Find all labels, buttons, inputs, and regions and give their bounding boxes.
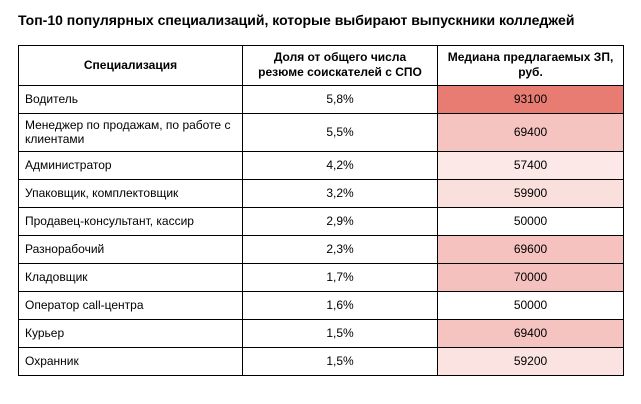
share-cell: 1,5% <box>242 346 438 376</box>
specialization-cell: Кладовщик <box>18 262 243 292</box>
share-cell: 5,5% <box>242 112 438 152</box>
median-salary-cell: 70000 <box>437 262 624 292</box>
table-row: Водитель 5,8% 93100 <box>18 84 624 114</box>
specialization-cell: Разнорабочий <box>18 234 243 264</box>
column-header-specialization: Специализация <box>18 44 243 86</box>
share-cell: 1,6% <box>242 290 438 320</box>
specialization-cell: Оператор call-центра <box>18 290 243 320</box>
table-row: Курьер 1,5% 69400 <box>18 318 624 348</box>
specializations-table: Специализация Доля от общего числа резюм… <box>18 44 624 376</box>
share-cell: 5,8% <box>242 84 438 114</box>
specialization-cell: Курьер <box>18 318 243 348</box>
table-row: Администратор 4,2% 57400 <box>18 150 624 180</box>
median-salary-cell: 50000 <box>437 206 624 236</box>
table-row: Разнорабочий 2,3% 69600 <box>18 234 624 264</box>
share-cell: 1,7% <box>242 262 438 292</box>
column-header-share: Доля от общего числа резюме соискателей … <box>242 44 438 86</box>
share-cell: 2,9% <box>242 206 438 236</box>
specialization-cell: Охранник <box>18 346 243 376</box>
table-body: Водитель 5,8% 93100 Менеджер по продажам, п… <box>18 84 624 376</box>
specialization-cell: Упаковщик, комплектовщик <box>18 178 243 208</box>
median-salary-cell: 59900 <box>437 178 624 208</box>
share-cell: 3,2% <box>242 178 438 208</box>
table-row: Продавец-консультант, кассир 2,9% 50000 <box>18 206 624 236</box>
table-row: Охранник 1,5% 59200 <box>18 346 624 376</box>
share-cell: 2,3% <box>242 234 438 264</box>
median-salary-cell: 69400 <box>437 318 624 348</box>
share-cell: 1,5% <box>242 318 438 348</box>
share-cell: 4,2% <box>242 150 438 180</box>
specialization-cell: Водитель <box>18 84 243 114</box>
table-row: Упаковщик, комплектовщик 3,2% 59900 <box>18 178 624 208</box>
header-row: Специализация Доля от общего числа резюм… <box>18 44 624 86</box>
specialization-cell: Продавец-консультант, кассир <box>18 206 243 236</box>
table-row: Кладовщик 1,7% 70000 <box>18 262 624 292</box>
column-header-median-salary: Медиана предлагаемых ЗП, руб. <box>437 44 624 86</box>
specialization-cell: Администратор <box>18 150 243 180</box>
median-salary-cell: 50000 <box>437 290 624 320</box>
median-salary-cell: 69400 <box>437 112 624 152</box>
page-title: Топ-10 популярных специализаций, которые… <box>18 12 575 28</box>
median-salary-cell: 69600 <box>437 234 624 264</box>
median-salary-cell: 59200 <box>437 346 624 376</box>
table-row: Менеджер по продажам, по работе с клиент… <box>18 112 624 152</box>
table-row: Оператор call-центра 1,6% 50000 <box>18 290 624 320</box>
specialization-cell: Менеджер по продажам, по работе с клиент… <box>18 112 243 152</box>
median-salary-cell: 93100 <box>437 84 624 114</box>
table-header: Специализация Доля от общего числа резюм… <box>18 44 624 86</box>
median-salary-cell: 57400 <box>437 150 624 180</box>
